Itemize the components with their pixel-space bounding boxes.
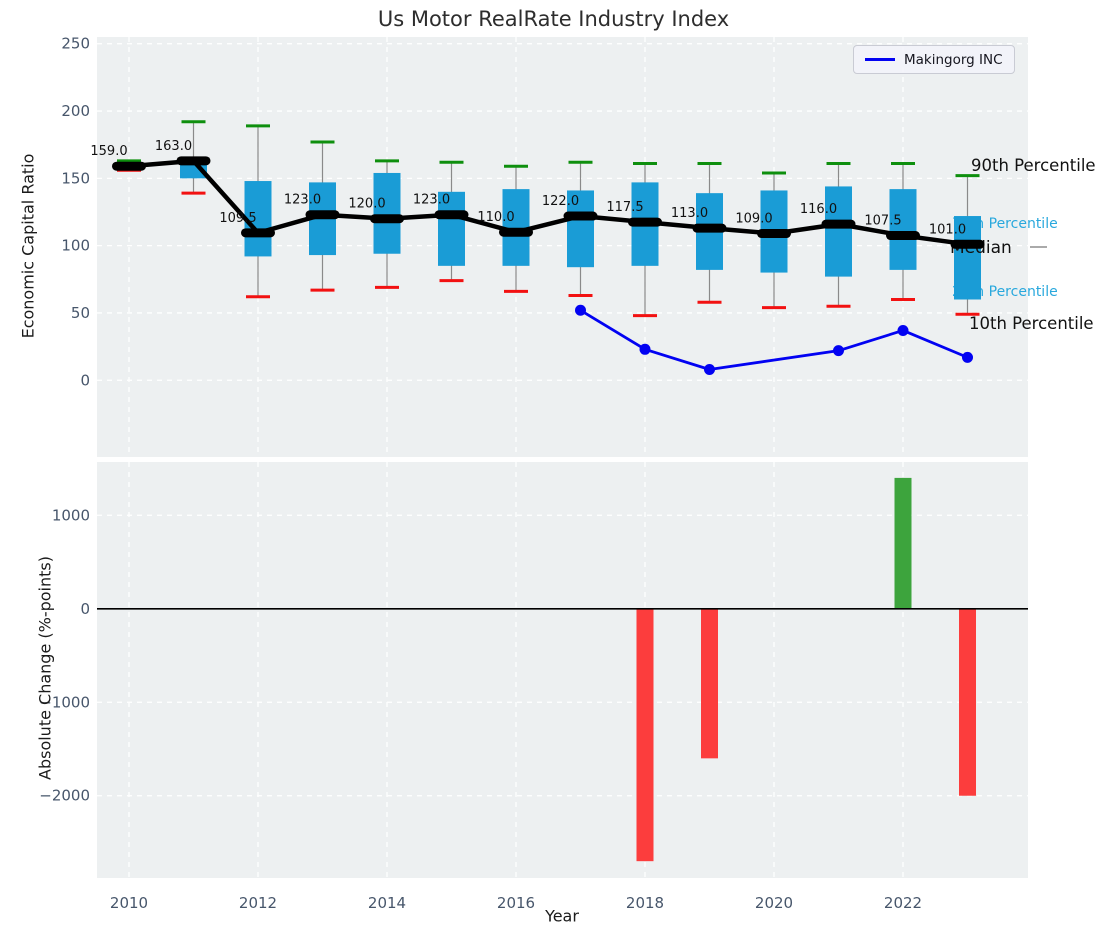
company-line-marker <box>575 304 586 316</box>
y-tick-label: −1000 <box>39 693 90 711</box>
median-marker <box>821 219 856 229</box>
y-tick-label: 250 <box>61 35 90 53</box>
x-tick-label: 2016 <box>497 894 535 912</box>
bar-positive <box>894 477 912 609</box>
company-line-marker <box>897 324 909 336</box>
x-tick-label: 2020 <box>755 894 793 912</box>
company-line-markers <box>575 304 973 375</box>
median-marker <box>886 231 920 241</box>
company-line-marker <box>833 345 844 357</box>
iqr-box <box>889 189 917 270</box>
iqr-box <box>373 172 401 254</box>
iqr-box <box>954 216 981 300</box>
median-value-label: 110.0 <box>477 210 514 225</box>
annotation-10th-percentile: 10th Percentile <box>969 314 1094 333</box>
y-tick-label: 150 <box>61 169 90 187</box>
company-line-marker <box>704 364 715 375</box>
company-line <box>579 309 969 371</box>
median-value-label: 120.0 <box>348 197 385 212</box>
median-marker <box>112 161 146 171</box>
y-tick-label: 1000 <box>52 506 90 524</box>
legend-series-label: Makingorg INC <box>904 51 1003 68</box>
company-line-marker <box>962 351 973 363</box>
median-value-label: 117.5 <box>606 200 643 215</box>
x-tick-label: 2018 <box>626 894 664 912</box>
median-marker <box>692 223 727 233</box>
top-panel-background <box>97 37 1028 457</box>
median-value-label: 113.0 <box>671 206 708 221</box>
bar-negative <box>636 608 654 862</box>
x-tick-label: 2014 <box>368 894 406 912</box>
x-axis-label: Year <box>545 906 579 926</box>
median-value-label: 109.5 <box>219 211 256 226</box>
bottom-y-axis-label: Absolute Change (%-points) <box>35 556 55 780</box>
median-value-labels: 159.0 163.0 109.5 123.0 120.0 123.0 110.0 122.0… <box>90 139 966 237</box>
chart-title: Us Motor RealRate Industry Index <box>377 7 730 31</box>
company-line-marker <box>639 343 651 355</box>
iqr-box <box>567 190 594 268</box>
top-y-tick-labels: 0 50 100 150 200 250 <box>61 35 90 390</box>
legend-line-swatch <box>865 58 895 61</box>
y-tick-label: 0 <box>80 371 90 389</box>
median-marker <box>241 228 275 238</box>
median-value-label: 101.0 <box>929 222 966 237</box>
y-tick-label: 200 <box>61 102 90 120</box>
legend: Makingorg INC <box>853 45 1015 74</box>
median-marker <box>563 211 598 221</box>
median-marker <box>757 229 791 239</box>
median-marker <box>499 227 533 237</box>
median-value-label: 123.0 <box>413 193 450 208</box>
bars-group <box>636 477 976 862</box>
top-y-axis-label: Economic Capital Ratio <box>18 153 38 339</box>
median-value-label: 116.0 <box>800 202 837 217</box>
annotation-90th-percentile: 90th Percentile <box>971 156 1096 175</box>
median-marker <box>305 210 340 220</box>
median-marker <box>950 239 985 249</box>
iqr-box <box>825 186 852 277</box>
median-value-label: 123.0 <box>284 193 321 208</box>
y-tick-label: 50 <box>71 304 90 322</box>
bar-negative <box>701 608 718 759</box>
median-marker <box>370 214 404 224</box>
x-tick-labels: 2010 2012 2014 2016 2018 2020 2022 <box>110 894 922 912</box>
iqr-box <box>244 181 272 257</box>
x-tick-label: 2022 <box>884 894 922 912</box>
y-tick-label: 0 <box>80 600 90 618</box>
bottom-panel-background <box>97 462 1028 878</box>
median-value-label: 163.0 <box>155 139 192 154</box>
bottom-y-tick-labels: 1000 0 −1000 −2000 <box>39 506 90 804</box>
median-value-label: 122.0 <box>542 194 579 209</box>
y-tick-label: 100 <box>61 237 90 255</box>
iqr-box <box>438 191 465 266</box>
median-value-label: 109.0 <box>735 212 772 227</box>
median-value-label: 107.5 <box>864 214 901 229</box>
median-marker <box>628 217 662 227</box>
y-tick-label: −2000 <box>39 787 90 805</box>
median-value-label: 159.0 <box>90 144 127 159</box>
median-marker <box>434 210 469 220</box>
median-markers <box>112 156 985 249</box>
x-tick-label: 2010 <box>110 894 148 912</box>
median-marker <box>176 156 211 166</box>
bar-negative <box>959 608 976 796</box>
x-tick-label: 2012 <box>239 894 277 912</box>
